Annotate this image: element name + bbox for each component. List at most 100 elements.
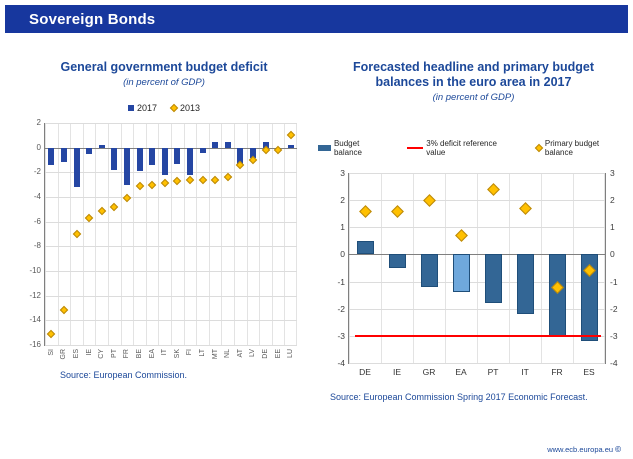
diamond-marker-PT [486,182,500,196]
bar-EA [149,147,156,165]
content: General government budget deficit (in pe… [0,38,633,402]
diamond-marker-FR [122,193,132,203]
legend-label-budget-balance: Budget balance [333,139,362,157]
x-axis-label-IT: IT [509,367,541,383]
y-axis-tick-label: 2 [36,118,41,127]
footer: www.ecb.europa.eu © [547,445,621,454]
x-axis-label-LT: LT [196,349,209,375]
gridline-v [246,123,248,345]
x-axis-label-IT: IT [158,349,171,375]
y-axis-tick-label: 3 [340,168,345,178]
x-axis-label-text: SI [47,349,55,356]
bar-swatch-icon [127,105,134,111]
zero-line [349,254,605,256]
x-axis-label-EA: EA [146,349,159,375]
gridline-v [284,123,286,345]
gridline-v [45,123,46,345]
x-axis-label-text: GR [422,367,436,377]
gridline-v [183,123,185,345]
x-axis-label-ES: ES [70,349,83,375]
y-axis-tick-label-right: 0 [610,249,615,260]
bar-EA [452,254,470,293]
diamond-marker-BE [135,181,144,191]
diamond-marker-IT [160,179,169,188]
x-axis-label-text: LV [249,349,257,358]
x-axis-label-text: IT [161,349,169,356]
x-axis-label-text: IE [392,367,402,377]
legend-item-primary-balance: Primary budget balance [534,139,629,157]
y-axis-tick-label-right: -2 [610,303,618,314]
legend-label-reference-value: 3% deficit reference value [426,139,497,157]
bar-AT [237,147,244,164]
reference-line [355,334,601,337]
diamond-marker-DE [358,204,372,218]
gridline-v [221,123,223,345]
diamond-marker-SI [47,329,56,339]
gridline-v [196,123,198,345]
legend-item-2013: 2013 [169,103,200,113]
x-axis-label-BE: BE [133,349,146,375]
x-axis-label-PT: PT [477,367,509,383]
x-axis-label-SI: SI [45,349,58,375]
gridline-h [349,363,605,364]
x-axis-label-EA: EA [445,367,477,383]
diamond-marker-LU [286,131,295,140]
bar-IE [388,254,406,268]
gridline-v [70,123,72,345]
x-axis-label-DE: DE [349,367,381,383]
line-swatch-icon [407,147,424,149]
x-axis-label-LU: LU [284,349,297,375]
y-axis-tick-label-right: -4 [610,358,618,368]
legend-label-2017: 2017 [136,103,157,113]
gridline-v [120,123,122,345]
bar-BE [136,147,143,172]
left-chart-title: General government budget deficit [60,60,268,74]
gridline-v [108,123,109,345]
gridline-h [45,172,297,174]
diamond-marker-FI [185,175,195,184]
x-axis-label-FI: FI [184,349,197,375]
bar-LU [287,145,294,148]
x-axis-label-text: DE [359,367,371,377]
bar-PT [484,254,502,304]
y-axis-tick-label: 2 [340,195,345,206]
x-axis-label-PT: PT [108,349,121,375]
diamond-marker-SK [173,176,182,186]
x-axis-label-text: LT [198,349,206,357]
bar-DE [262,141,269,148]
x-axis-label-MT: MT [209,349,222,375]
bar-ES [580,254,598,342]
bar-GR [60,147,67,163]
x-axis-label-text: LU [287,349,295,358]
diamond-marker-EA [454,229,468,242]
x-axis-label-NL: NL [221,349,234,375]
gridline-v [296,123,297,345]
right-chart-source: Source: European Commission Spring 2017 … [330,392,588,402]
gridline-h [45,345,297,346]
gridline-v [57,123,59,345]
gridline-v [413,173,414,363]
gridline-h [45,221,297,223]
x-axis-label-text: EA [148,349,156,359]
gridline-h [45,246,297,248]
x-axis-label-text: FR [551,367,563,377]
diamond-marker-ES [72,229,81,239]
gridline-v [259,123,261,345]
diamond-marker-EA [147,180,157,189]
x-axis-label-EE: EE [272,349,285,375]
bar-FR [123,147,130,185]
y-axis-tick-label: 0 [36,142,41,152]
y-axis-tick-label: -6 [33,216,41,226]
left-chart-source: Source: European Commission. [60,370,188,380]
right-chart-panel: Forecasted headline and primary budget b… [318,38,629,402]
diamond-marker-GR [422,193,436,207]
x-axis-label-text: BE [135,349,143,359]
gridline-v [95,123,97,345]
bar-NL [224,141,231,148]
x-axis-label-text: SK [173,349,181,359]
bar-CY [98,145,105,148]
left-chart-plot-area: 2 0 -2 -4 -6 -8 -10 -12 -14 -16 SI GR ES IE CY PT FR BE EA… [29,119,297,360]
gridline-h [45,123,297,124]
gridline-v [145,123,147,345]
y-axis-tick-label: -8 [33,241,41,251]
